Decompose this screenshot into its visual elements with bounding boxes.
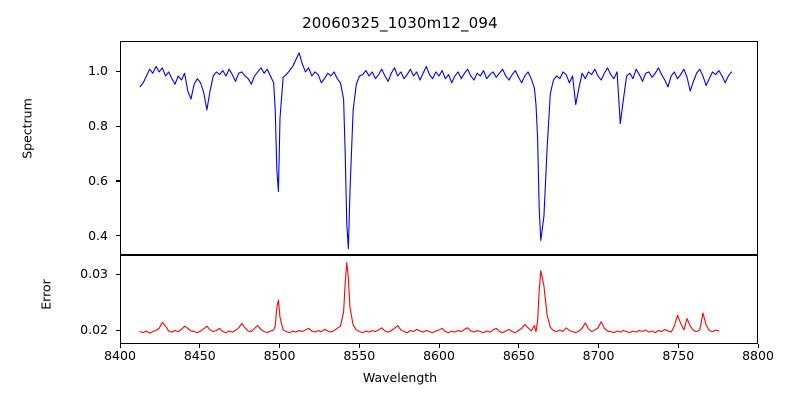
x-tick-mark <box>279 344 281 348</box>
spectrum-y-tick-label: 0.8 <box>88 118 108 134</box>
x-tick-label: 8500 <box>263 348 296 363</box>
error-y-tick-label: 0.03 <box>80 266 108 282</box>
spectrum-y-tick-mark <box>116 180 120 182</box>
x-tick-label: 8550 <box>343 348 376 363</box>
error-y-tick-label: 0.02 <box>80 322 108 338</box>
spectrum-y-tick-label: 0.4 <box>88 227 108 243</box>
x-tick-mark <box>757 344 759 348</box>
x-tick-label: 8450 <box>183 348 216 363</box>
spectrum-y-axis-title: Spectrum <box>19 98 35 159</box>
x-tick-mark <box>438 344 440 348</box>
spectrum-y-tick-label: 1.0 <box>88 63 108 79</box>
x-tick-label: 8750 <box>662 348 695 363</box>
error-line-series <box>139 261 720 334</box>
x-tick-label: 8800 <box>742 348 774 363</box>
error-y-tick-mark <box>116 329 120 331</box>
x-tick-mark <box>199 344 201 348</box>
spectrum-plot-area <box>120 41 758 255</box>
x-tick-mark <box>358 344 360 348</box>
spectrum-y-tick-mark <box>116 70 120 72</box>
x-tick-label: 8650 <box>502 348 535 363</box>
error-plot-area <box>120 255 758 344</box>
error-y-tick-mark <box>116 273 120 276</box>
spectrum-y-tick-label: 0.6 <box>88 172 108 188</box>
spectrum-line-series <box>139 52 733 250</box>
x-axis-title: Wavelength <box>362 370 438 385</box>
x-tick-mark <box>677 344 679 348</box>
x-tick-label: 8400 <box>104 348 136 363</box>
x-tick-mark <box>598 344 600 348</box>
x-tick-label: 8600 <box>423 348 455 363</box>
spectrum-y-tick-mark <box>116 235 120 237</box>
x-tick-mark <box>518 344 520 348</box>
spectrum-y-tick-mark <box>116 125 120 127</box>
page-title: 20060325_1030m12_094 <box>302 14 498 32</box>
x-tick-mark <box>119 344 121 348</box>
x-tick-label: 8700 <box>582 348 615 363</box>
